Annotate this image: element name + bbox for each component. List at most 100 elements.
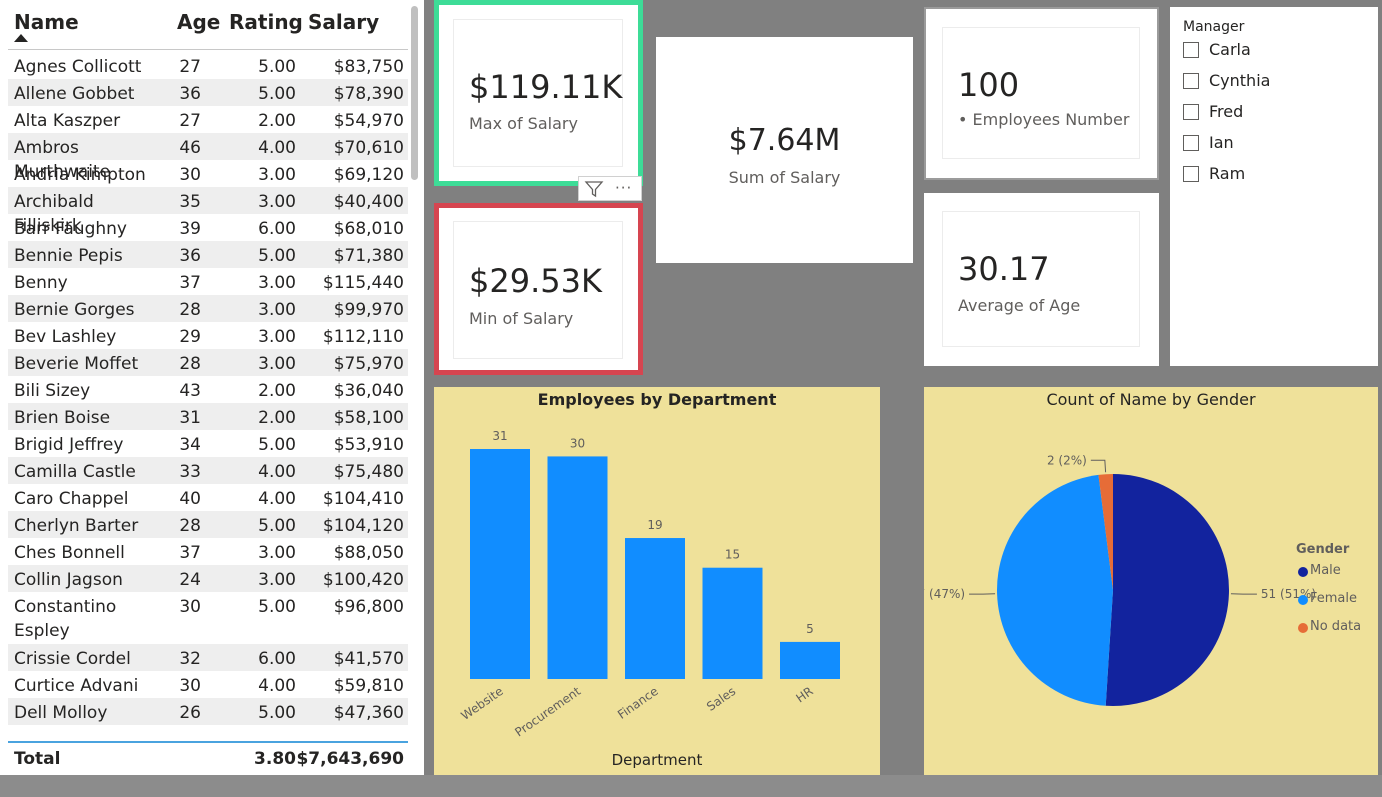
table-row[interactable]: Andria Kimpton 30 3.00 $69,120 (8, 160, 408, 187)
sum-salary-label: Sum of Salary (728, 168, 841, 187)
cell-age: 28 (179, 300, 201, 320)
cell-rating: 3.00 (258, 165, 296, 185)
cell-name: Ches Bonnell (14, 543, 125, 563)
cell-salary: $96,800 (333, 597, 404, 617)
average-age-label: Average of Age (958, 296, 1081, 315)
cell-rating: 2.00 (258, 381, 296, 401)
cell-age: 37 (179, 273, 201, 293)
checkbox[interactable] (1183, 42, 1199, 58)
table-scrollbar[interactable] (411, 6, 418, 180)
table-row[interactable]: Ches Bonnell 37 3.00 $88,050 (8, 538, 408, 565)
legend-label: Male (1310, 563, 1341, 578)
cell-salary: $100,420 (322, 570, 404, 590)
cell-rating: 5.00 (258, 84, 296, 104)
pie-slice-male[interactable] (1105, 474, 1230, 706)
bar-website[interactable] (470, 449, 530, 679)
table-row[interactable]: Allene Gobbet 36 5.00 $78,390 (8, 79, 408, 106)
table-row[interactable]: Brigid Jeffrey 34 5.00 $53,910 (8, 430, 408, 457)
column-header-rating[interactable]: Rating (229, 10, 303, 34)
pie-slice-no-data[interactable] (1098, 474, 1113, 590)
legend-label: Female (1310, 591, 1358, 606)
cell-name: Constantino Espley (14, 597, 117, 641)
cell-salary: $104,120 (322, 516, 404, 536)
table-row[interactable]: Bev Lashley 29 3.00 $112,110 (8, 322, 408, 349)
column-header-age[interactable]: Age (177, 10, 221, 34)
table-header: Name Age Rating Salary (8, 0, 408, 50)
max-salary-card[interactable]: $119.11K Max of Salary (434, 0, 643, 186)
table-row[interactable]: Agnes Collicott 27 5.00 $83,750 (8, 52, 408, 79)
pie-slice-female[interactable] (997, 474, 1113, 706)
min-salary-card[interactable]: $29.53K Min of Salary (434, 203, 643, 375)
bar-hr[interactable] (780, 641, 840, 679)
cell-age: 34 (179, 435, 201, 455)
bar-data-label: 19 (647, 518, 662, 532)
cell-name: Andria Kimpton (14, 165, 146, 185)
table-row[interactable]: Crissie Cordel 32 6.00 $41,570 (8, 644, 408, 671)
table-row[interactable]: Bennie Pepis 36 5.00 $71,380 (8, 241, 408, 268)
table-row[interactable]: Ambros Murthwaite 46 4.00 $70,610 (8, 133, 408, 182)
table-row[interactable]: Bili Sizey 43 2.00 $36,040 (8, 376, 408, 403)
table-row[interactable]: Archibald Filliskirk 35 3.00 $40,400 (8, 187, 408, 236)
average-age-card[interactable]: 30.17 Average of Age (924, 193, 1159, 366)
cell-salary: $112,110 (322, 327, 404, 347)
bar-sales[interactable] (702, 567, 763, 679)
table-row[interactable]: Cherlyn Barter 28 5.00 $104,120 (8, 511, 408, 538)
cell-name: Beverie Moffet (14, 354, 139, 374)
cell-age: 26 (179, 703, 201, 723)
cell-age: 37 (179, 543, 201, 563)
cell-salary: $88,050 (333, 543, 404, 563)
cell-salary: $75,480 (333, 462, 404, 482)
bar-procurement[interactable] (547, 456, 608, 679)
checkbox[interactable] (1183, 166, 1199, 182)
checkbox[interactable] (1183, 104, 1199, 120)
bar-chart-plot: 31 Website 30 Procurement 19 Finance 15 Sales 5 H… (458, 429, 840, 739)
bar-data-label: 30 (570, 436, 585, 450)
department-bar-chart[interactable]: Employees by Department 31 Website 30 Procu… (434, 387, 880, 775)
sort-ascending-icon[interactable] (14, 34, 28, 42)
filter-icon[interactable] (584, 180, 604, 198)
slicer-item-label: Carla (1209, 40, 1251, 59)
table-row[interactable]: Camilla Castle 33 4.00 $75,480 (8, 457, 408, 484)
more-options-icon[interactable]: ··· (615, 179, 633, 197)
column-header-salary[interactable]: Salary (308, 10, 380, 34)
cell-salary: $40,400 (333, 192, 404, 212)
x-axis-tick-label: Sales (704, 684, 738, 714)
bar-data-label: 5 (806, 622, 814, 636)
table-row[interactable]: Dell Molloy 26 5.00 $47,360 (8, 698, 408, 725)
cell-name: Ambros Murthwaite (14, 138, 111, 182)
table-row[interactable]: Benny Karolovsky373.00$115,440 (8, 268, 408, 317)
checkbox[interactable] (1183, 73, 1199, 89)
gender-pie-chart[interactable]: Count of Name by Gender 51 (51%)47 (47%)… (924, 387, 1378, 775)
cell-rating: 6.00 (258, 219, 296, 239)
table-row[interactable]: Bernie Gorges 28 3.00 $99,970 (8, 295, 408, 322)
table-row[interactable]: Constantino Espley 30 5.00 $96,800 (8, 592, 408, 644)
cell-rating: 4.00 (258, 138, 296, 158)
cell-age: 27 (179, 57, 201, 77)
x-axis-tick-label: Finance (615, 684, 661, 722)
checkbox[interactable] (1183, 135, 1199, 151)
sum-salary-card[interactable]: $7.64M Sum of Salary (656, 37, 913, 263)
employees-number-card[interactable]: 100 • Employees Number (924, 7, 1159, 180)
cell-salary: $71,380 (333, 246, 404, 266)
table-row[interactable]: Curtice Advani 30 4.00 $59,810 (8, 671, 408, 698)
table-row[interactable]: Beverie Moffet 28 3.00 $75,970 (8, 349, 408, 376)
table-body: Agnes Collicott 27 5.00 $83,750 Allene Gobbe… (8, 52, 408, 740)
manager-slicer: Manager Carla Cynthia Fred Ian Ram (1170, 7, 1378, 366)
legend-item-no-data[interactable]: No data (1296, 619, 1376, 647)
table-row[interactable]: Collin Jagson 24 3.00 $100,420 (8, 565, 408, 592)
table-row[interactable]: Caro Chappel 40 4.00 $104,410 (8, 484, 408, 511)
bar-finance[interactable] (625, 538, 685, 679)
cell-age: 30 (179, 676, 201, 696)
table-row[interactable]: Brien Boise 31 2.00 $58,100 (8, 403, 408, 430)
cell-name: Camilla Castle (14, 462, 136, 482)
column-header-name[interactable]: Name (14, 10, 79, 34)
cell-name: Bernie Gorges (14, 300, 135, 320)
table-row[interactable]: Alta Kaszper 27 2.00 $54,970 (8, 106, 408, 133)
legend-item-male[interactable]: Male (1296, 563, 1376, 591)
cell-age: 39 (179, 219, 201, 239)
table-row[interactable]: Barr Faughny 39 6.00 $68,010 (8, 214, 408, 241)
cell-rating: 5.00 (258, 435, 296, 455)
cell-age: 32 (179, 649, 201, 669)
employees-number-card-inner: 100 • Employees Number (942, 27, 1140, 159)
legend-item-female[interactable]: Female (1296, 591, 1376, 619)
